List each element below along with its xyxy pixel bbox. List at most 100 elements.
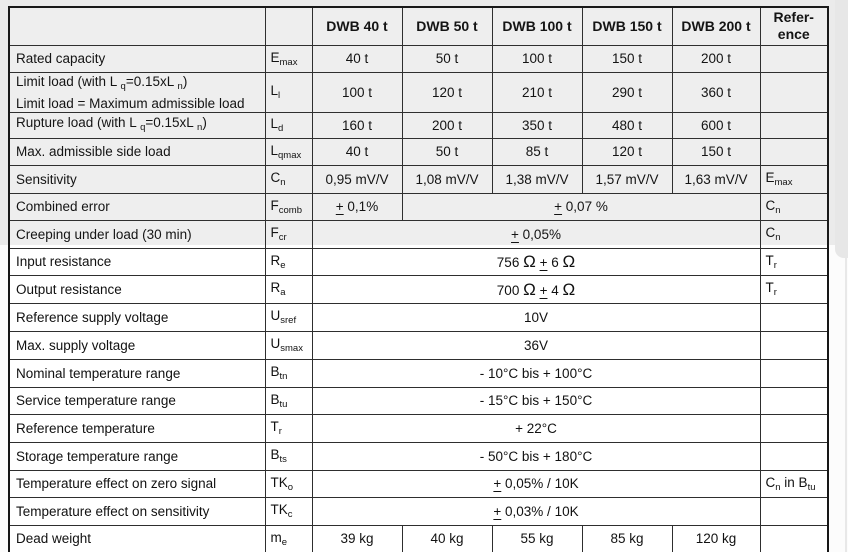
text-segment: 150 t <box>700 144 732 159</box>
text-segment: TK <box>270 502 288 517</box>
text-segment: 360 t <box>700 84 732 100</box>
row-label-line1: Temperature effect on zero signal <box>16 475 261 492</box>
subscript-text: d <box>278 123 284 134</box>
row-label-line1: Rupture load (with L q=0.15xL n) <box>16 114 261 136</box>
text-segment: C <box>270 170 281 185</box>
text-segment: 0,1% <box>343 199 379 214</box>
subscript-text: o <box>287 481 294 493</box>
text-segment: 1,08 mV/V <box>415 171 479 187</box>
value-cell: 756 Ω + 6 Ω <box>311 247 761 276</box>
specification-table: DWB 40 t DWB 50 t DWB 100 t DWB 150 t DW… <box>8 6 829 552</box>
value-cell: 120 t <box>401 71 493 113</box>
row-label-line1: Combined error <box>16 198 261 215</box>
subscript-text: tu <box>279 398 288 410</box>
text-segment: Input resistance <box>16 254 112 269</box>
text-segment: - 10°C bis + 100°C <box>479 365 593 381</box>
text-segment: 85 kg <box>610 531 644 546</box>
text-segment: Storage temperature range <box>16 448 179 464</box>
value-cell: 480 t <box>581 111 673 139</box>
symbol-cell: Emax <box>264 44 313 73</box>
table-row-limit-load: Limit load (with L q=0.15xL n) Limit load… <box>8 71 829 113</box>
value-cell: 1,08 mV/V <box>401 164 493 194</box>
row-label-line2: Limit load = Maximum admissible load <box>16 95 261 112</box>
table-row-temperature-effect-zero-signal: Temperature effect on zero signal TKo + 0,… <box>8 469 829 498</box>
subscript-text: l <box>278 90 281 101</box>
text-segment: 0,05% <box>518 226 561 242</box>
table-row-sensitivity: Sensitivity Cn 0,95 mV/V 1,08 mV/V 1,38 mV/V… <box>8 164 829 194</box>
row-label: Creeping under load (30 min) <box>8 219 266 249</box>
row-label: Temperature effect on zero signal <box>8 469 266 498</box>
text-segment: 290 t <box>611 84 643 100</box>
text-segment: 40 t <box>345 144 369 159</box>
text-segment: E <box>270 49 280 65</box>
subscript-text: ts <box>279 454 287 465</box>
value-cell: 210 t <box>491 71 583 113</box>
text-segment: T <box>765 252 774 268</box>
text-segment: Reference supply voltage <box>16 309 169 325</box>
text-segment: Rated capacity <box>16 51 106 66</box>
table-row-nominal-temperature-range: Nominal temperature range Btn - 10°C bis +… <box>8 358 829 388</box>
symbol-cell: Fcr <box>264 219 313 249</box>
row-label: Max. admissible side load <box>8 137 266 166</box>
text-segment: 40 kg <box>430 531 464 546</box>
symbol-cell: Re <box>264 247 313 276</box>
text-segment: 0,07 % <box>562 199 608 214</box>
text-segment: Service temperature range <box>16 393 176 408</box>
reference-header-line1: Refer- <box>773 9 814 26</box>
row-label-line1: Dead weight <box>16 530 261 547</box>
subscript-text: q <box>140 122 146 133</box>
value-cell: + 0,05% <box>311 219 761 249</box>
value-cell: 100 t <box>491 44 583 73</box>
subscript-text: tu <box>807 481 816 493</box>
row-label: Reference temperature <box>8 413 266 443</box>
value-cell: 40 t <box>311 137 403 166</box>
row-label-line1: Service temperature range <box>16 392 261 409</box>
value-cell: 160 t <box>311 111 403 139</box>
row-label: Sensitivity <box>8 164 266 194</box>
reference-cell <box>759 413 829 443</box>
text-segment: Creeping under load (30 min) <box>16 226 192 242</box>
text-segment: L <box>270 116 279 131</box>
symbol-cell: TKc <box>264 496 313 526</box>
row-label-line1: Creeping under load (30 min) <box>16 226 261 243</box>
table-row-max-side-load: Max. admissible side load Lqmax 40 t 50 t 85… <box>8 137 829 166</box>
text-segment: Dead weight <box>16 531 92 546</box>
reference-cell <box>759 386 829 415</box>
text-segment: U <box>270 308 281 323</box>
value-cell: 120 kg <box>671 524 761 552</box>
text-segment: Max. admissible side load <box>16 144 171 159</box>
text-segment: R <box>270 280 281 295</box>
text-segment: 1,38 mV/V <box>505 171 569 187</box>
value-cell: 55 kg <box>491 524 583 552</box>
row-label-line1: Output resistance <box>16 281 261 298</box>
text-segment: Limit load (with L <box>16 73 121 89</box>
text-segment: 700 <box>496 282 524 298</box>
symbol-cell: TKo <box>264 469 313 498</box>
subscript-text: r <box>773 259 777 271</box>
reference-cell: Tr <box>759 274 829 304</box>
text-segment: + <box>554 199 563 214</box>
value-cell: 10V <box>311 302 761 332</box>
text-segment: Ω <box>523 279 536 299</box>
symbol-cell: me <box>264 524 313 552</box>
symbol-cell: Usref <box>264 302 313 332</box>
text-segment: Combined error <box>16 199 110 214</box>
reference-cell <box>759 71 829 113</box>
value-cell: + 0,05% / 10K <box>311 469 761 498</box>
text-segment: 200 t <box>431 117 463 133</box>
value-cell: 36V <box>311 330 761 360</box>
table-row-service-temperature-range: Service temperature range Btu - 15°C bis +… <box>8 386 829 415</box>
row-label-line1: Reference temperature <box>16 420 261 437</box>
subscript-text: n <box>775 204 781 216</box>
text-segment: L <box>270 83 279 98</box>
row-label-line1: Rated capacity <box>16 50 261 67</box>
row-label: Service temperature range <box>8 386 266 415</box>
subscript-text: n <box>775 481 781 493</box>
row-label-line1: Reference supply voltage <box>16 309 261 326</box>
subscript-text: c <box>287 509 293 520</box>
value-cell: 290 t <box>581 71 673 113</box>
text-segment: Nominal temperature range <box>16 365 181 381</box>
text-segment: 10V <box>523 309 549 325</box>
table-header-row: DWB 40 t DWB 50 t DWB 100 t DWB 150 t DW… <box>8 6 829 46</box>
value-cell: 600 t <box>671 111 761 139</box>
